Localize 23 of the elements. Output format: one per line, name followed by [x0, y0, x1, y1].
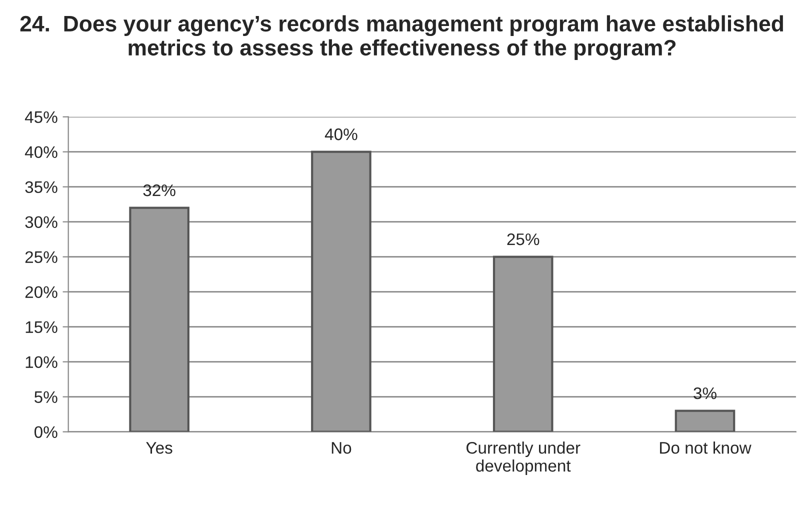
y-tick-label: 30%	[25, 216, 58, 228]
bar	[129, 206, 190, 432]
x-tick-label: Yes	[146, 442, 172, 454]
chart-title: 24. Does your agency’s records management program have established metrics to assess the effectiveness of the program?	[20, 15, 784, 60]
x-tick-label: Currently under development	[466, 442, 580, 476]
bar	[674, 410, 736, 432]
data-label: 32%	[143, 184, 176, 196]
y-tick-label: 10%	[26, 356, 58, 368]
y-tick-label: 15%	[26, 321, 58, 334]
bar	[492, 256, 554, 432]
y-tick-label: 40%	[24, 146, 58, 158]
y-tick-label: 5%	[34, 391, 58, 404]
y-tick-label: 20%	[25, 286, 58, 298]
data-label: 25%	[507, 233, 540, 246]
data-label: 40%	[324, 128, 358, 140]
bar	[311, 150, 372, 432]
y-tick-label: 25%	[25, 251, 58, 264]
y-tick-label: 0%	[34, 426, 58, 438]
x-tick-label: No	[332, 442, 352, 454]
y-tick-label: 45%	[24, 111, 58, 124]
y-tick-label: 35%	[25, 181, 58, 194]
x-tick-label: Do not know	[660, 442, 752, 454]
data-label: 3%	[694, 387, 716, 400]
